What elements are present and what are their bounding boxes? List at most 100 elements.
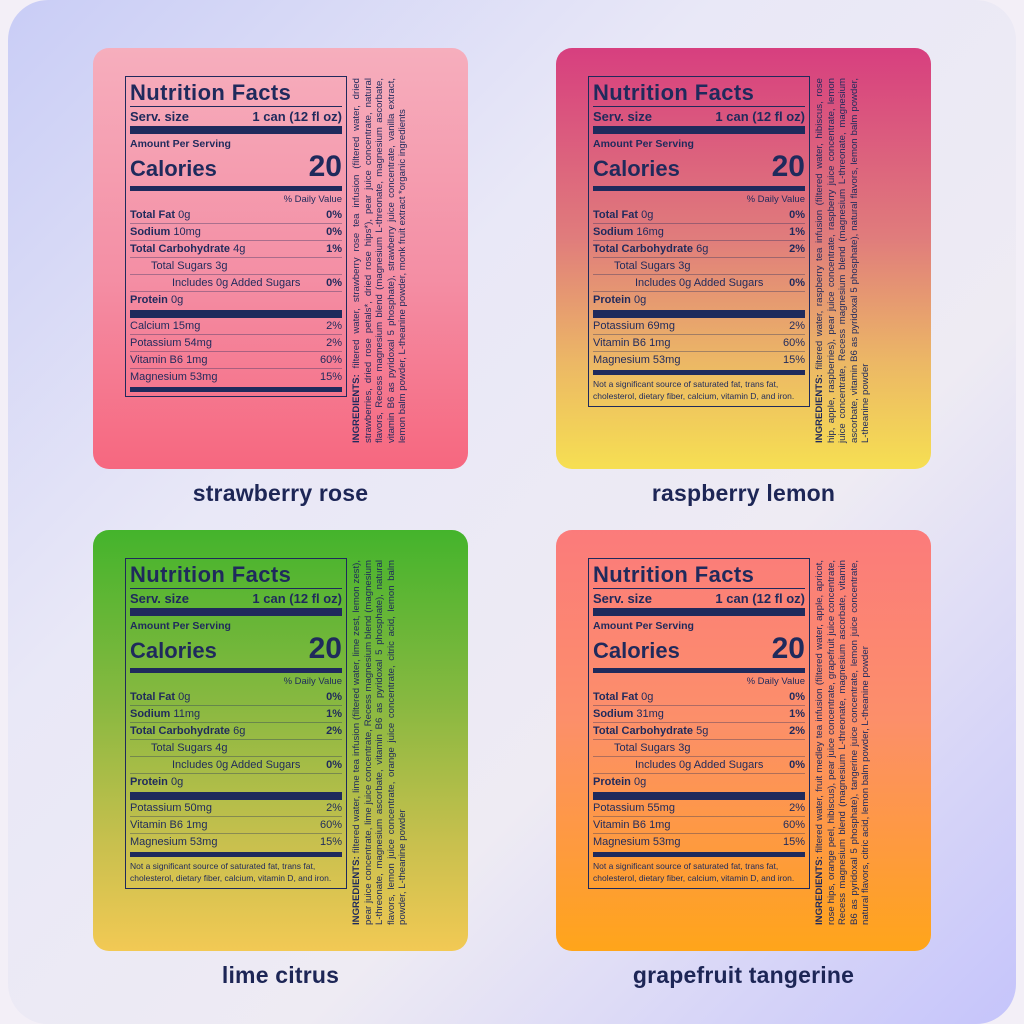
nutrient-row: Total Carbohydrate 5g 2% <box>593 722 805 739</box>
nutrient-name: Total Carbohydrate <box>593 243 694 255</box>
nutrient-dv: 0% <box>326 209 342 221</box>
nutrient-amount: 6g <box>233 725 246 737</box>
nutrient-name: Total Fat <box>130 209 176 221</box>
nutrient: Total Carbohydrate 6g <box>593 243 708 255</box>
mineral-dv: 60% <box>319 819 342 831</box>
serving-label: Serv. size <box>130 591 190 606</box>
mineral-row: Vitamin B6 1mg 60% <box>593 334 805 351</box>
mineral-name: Vitamin B6 <box>130 819 183 831</box>
divider <box>593 792 805 800</box>
nutrient-dv: 0% <box>326 277 342 289</box>
mineral-row: Potassium 55mg 2% <box>593 800 805 816</box>
mineral: Potassium 55mg <box>593 802 675 814</box>
nutrient-dv: 0% <box>789 691 805 703</box>
mineral-name: Magnesium <box>130 836 187 848</box>
nutrient-row: Protein 0g <box>593 291 805 308</box>
label-panel: Nutrition Facts Serv. size 1 can (12 fl oz… <box>556 530 931 951</box>
mineral-name: Vitamin B6 <box>593 337 646 349</box>
nutrient-amount: 4g <box>215 742 228 754</box>
nutrition-box: Nutrition Facts Serv. size 1 can (12 fl oz… <box>588 76 810 407</box>
nutrient-amount: 16mg <box>636 226 664 238</box>
mineral-dv: 15% <box>319 836 342 848</box>
nutrition-title: Nutrition Facts <box>593 562 755 587</box>
nutrient-dv: 1% <box>789 708 805 720</box>
footnote: Not a significant source of saturated fa… <box>593 861 795 883</box>
calories-line: Calories 20 <box>130 150 342 184</box>
nutrient-name: Total Sugars <box>151 742 213 754</box>
mineral: Potassium 54mg <box>130 337 212 349</box>
mineral-amount: 1mg <box>649 819 671 831</box>
serving-label: Serv. size <box>593 591 653 606</box>
nutrient-row: Protein 0g <box>130 773 342 790</box>
ingredients: INGREDIENTS: filtered water, fruit medle… <box>814 560 906 925</box>
divider <box>130 852 342 857</box>
ingredients: INGREDIENTS: filtered water, raspberry t… <box>814 78 906 443</box>
nutrient-amount: 0g <box>170 776 184 788</box>
nutrient-dv: 0% <box>789 277 805 289</box>
nutrition-box: Nutrition Facts Serv. size 1 can (12 fl oz… <box>588 558 810 889</box>
mineral-name: Vitamin B6 <box>130 354 183 366</box>
mineral-name: Vitamin B6 <box>593 819 646 831</box>
nutrition-title: Nutrition Facts <box>130 80 292 105</box>
nutrient-name: Includes 0g Added Sugars <box>635 277 764 289</box>
mineral: Vitamin B6 1mg <box>593 337 670 349</box>
nutrient-row: Includes 0g Added Sugars 0% <box>130 274 342 291</box>
flavor-name: raspberry lemon <box>651 480 836 506</box>
nutrient: Includes 0g Added Sugars <box>130 759 300 771</box>
nutrient: Protein 0g <box>593 294 646 306</box>
mineral: Potassium 50mg <box>130 802 212 814</box>
nutrient-row: Sodium 10mg 0% <box>130 223 342 240</box>
divider <box>593 126 805 134</box>
mineral: Magnesium 53mg <box>130 836 217 848</box>
nutrient-name: Includes 0g Added Sugars <box>635 759 764 771</box>
mineral-name: Potassium <box>593 320 645 332</box>
nutrient: Sodium 11mg <box>130 708 200 720</box>
divider <box>593 608 805 616</box>
mineral-amount: 53mg <box>189 371 218 383</box>
nutrient-row: Total Fat 0g 0% <box>593 689 805 705</box>
divider <box>130 310 342 318</box>
nutrient: Sodium 31mg <box>593 708 664 720</box>
mineral-amount: 50mg <box>184 802 212 814</box>
mineral: Vitamin B6 1mg <box>593 819 670 831</box>
daily-value-header: % Daily Value <box>746 676 805 687</box>
ingredients-label: INGREDIENTS: <box>351 374 362 443</box>
label-panel: Nutrition Facts Serv. size 1 can (12 fl oz… <box>93 530 468 951</box>
nutrient-dv: 1% <box>789 226 805 238</box>
nutrient: Includes 0g Added Sugars <box>593 759 763 771</box>
amount-per-serving: Amount Per Serving <box>130 620 231 632</box>
nutrient-dv: 0% <box>789 209 805 221</box>
amount-per-serving: Amount Per Serving <box>593 138 694 150</box>
divider <box>593 852 805 857</box>
nutrient-name: Total Sugars <box>614 260 676 272</box>
serving-size: 1 can (12 fl oz) <box>252 109 342 124</box>
nutrient: Total Sugars 3g <box>593 742 690 754</box>
footnote: Not a significant source of saturated fa… <box>130 861 332 883</box>
mineral: Magnesium 53mg <box>593 836 680 848</box>
nutrient-amount: 3g <box>678 260 691 272</box>
nutrient-dv: 1% <box>326 708 342 720</box>
divider <box>130 186 342 191</box>
nutrient-dv: 0% <box>326 759 342 771</box>
nutrient-name: Total Sugars <box>614 742 676 754</box>
nutrient: Total Sugars 3g <box>130 260 227 272</box>
nutrient-name: Protein <box>130 294 168 306</box>
mineral-name: Potassium <box>130 337 182 349</box>
nutrient-name: Protein <box>593 294 631 306</box>
serving-size: 1 can (12 fl oz) <box>715 109 805 124</box>
flavor-name: lime citrus <box>221 962 340 988</box>
mineral-row: Vitamin B6 1mg 60% <box>593 816 805 833</box>
nutrient-name: Protein <box>130 776 168 788</box>
nutrient-row: Total Sugars 3g <box>130 257 342 274</box>
mineral-name: Potassium <box>130 802 182 814</box>
nutrient-amount: 3g <box>215 260 228 272</box>
divider <box>130 608 342 616</box>
nutrient-amount: 0g <box>170 294 184 306</box>
nutrition-box: Nutrition Facts Serv. size 1 can (12 fl oz… <box>125 76 347 397</box>
nutrient-dv: 0% <box>326 691 342 703</box>
nutrient-name: Includes 0g Added Sugars <box>172 277 301 289</box>
mineral-dv: 2% <box>326 320 342 332</box>
nutrient-name: Total Carbohydrate <box>130 725 231 737</box>
calories-value: 20 <box>308 632 342 665</box>
nutrient-amount: 0g <box>633 776 647 788</box>
